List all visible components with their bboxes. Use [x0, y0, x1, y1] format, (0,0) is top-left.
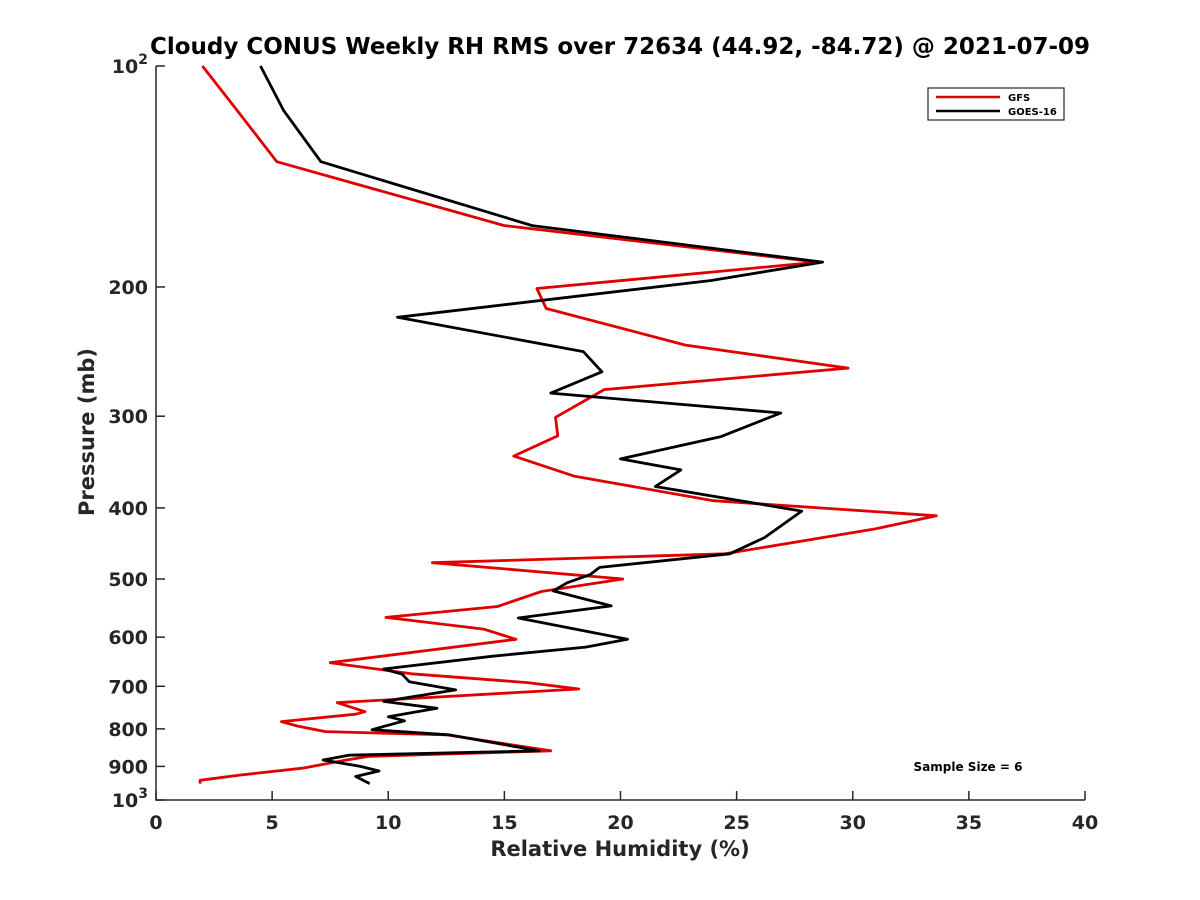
- plot-series: [198, 65, 938, 785]
- x-axis-label: Relative Humidity (%): [490, 837, 749, 861]
- y-tick-label: 900: [108, 756, 148, 778]
- x-tick-label: 15: [491, 812, 517, 834]
- y-tick-base: 10: [112, 790, 138, 812]
- y-tick-label: 200: [108, 277, 148, 299]
- legend: GFS GOES-16: [927, 87, 1065, 121]
- chart-title: Cloudy CONUS Weekly RH RMS over 72634 (4…: [150, 34, 1090, 60]
- x-tick-label: 40: [1072, 812, 1098, 834]
- y-tick-label: 400: [108, 498, 148, 520]
- y-tick-base: 900: [108, 756, 148, 778]
- x-tick-label: 20: [607, 812, 633, 834]
- y-tick-label: 103: [112, 786, 148, 812]
- x-tick-label: 30: [840, 812, 866, 834]
- y-tick-base: 500: [108, 569, 148, 591]
- y-tick-base: 200: [108, 277, 148, 299]
- legend-box: [927, 87, 1065, 121]
- y-tick-label: 600: [108, 627, 148, 649]
- y-tick-label: 800: [108, 719, 148, 741]
- legend-label: GOES-16: [1008, 107, 1057, 118]
- y-tick-base: 300: [108, 406, 148, 428]
- y-tick-base: 700: [108, 676, 148, 698]
- x-tick-label: 25: [723, 812, 749, 834]
- axes-lines: [155, 66, 1085, 801]
- x-tick-label: 5: [266, 812, 279, 834]
- sample-size-annotation: Sample Size = 6: [914, 760, 1023, 774]
- y-tick-label: 300: [108, 406, 148, 428]
- y-tick-label: 500: [108, 569, 148, 591]
- y-tick-label: 102: [112, 52, 148, 78]
- y-tick-base: 800: [108, 719, 148, 741]
- y-tick-base: 10: [112, 56, 138, 78]
- y-tick-label: 700: [108, 676, 148, 698]
- x-tick-label: 0: [149, 812, 162, 834]
- y-tick-exponent: 2: [138, 52, 148, 68]
- y-tick-exponent: 3: [138, 786, 148, 802]
- axis-ticks: 0 5 10 15 20 25 30 35 40102200300400500600700800…: [108, 52, 1098, 834]
- x-tick-label: 10: [375, 812, 401, 834]
- series-line-goes-16: [259, 65, 824, 785]
- series-line-gfs: [198, 65, 938, 784]
- x-tick-label: 35: [956, 812, 982, 834]
- legend-label: GFS: [1008, 93, 1030, 104]
- y-tick-base: 600: [108, 627, 148, 649]
- y-axis-label: Pressure (mb): [75, 348, 99, 516]
- y-tick-base: 400: [108, 498, 148, 520]
